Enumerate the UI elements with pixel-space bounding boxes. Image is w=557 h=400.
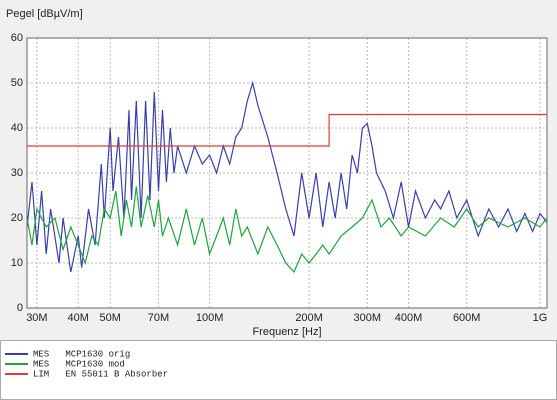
legend-label: LIM EN 55011 B Absorber: [33, 369, 168, 379]
y-tick-label: 20: [11, 212, 23, 224]
y-tick-label: 40: [11, 122, 23, 134]
legend-label: MES MCP1630 orig: [33, 349, 130, 359]
legend-box: [0, 340, 557, 400]
y-tick-label: 10: [11, 257, 23, 269]
series-line: [26, 80, 548, 273]
x-tick-label: 70M: [148, 312, 169, 324]
x-tick-label: 100M: [196, 312, 224, 324]
x-tick-label: 40M: [67, 312, 88, 324]
x-tick-label: 1G: [533, 312, 548, 324]
x-axis-label: Frequenz [Hz]: [252, 326, 321, 338]
x-tick-label: 400M: [395, 312, 423, 324]
series-line: [27, 113, 547, 147]
x-tick-label: 30M: [26, 312, 47, 324]
x-tick-label: 50M: [99, 312, 120, 324]
y-tick-label: 0: [17, 302, 23, 314]
legend-label: MES MCP1630 mod: [33, 359, 125, 369]
x-tick-label: 200M: [295, 312, 323, 324]
x-tick-label: 300M: [353, 312, 381, 324]
x-tick-label: 600M: [453, 312, 481, 324]
plot-frame: [26, 37, 548, 309]
y-tick-label: 50: [11, 77, 23, 89]
y-tick-label: 60: [11, 32, 23, 44]
y-tick-label: 30: [11, 167, 23, 179]
series-line: [26, 186, 548, 274]
y-axis-label: Pegel [dBµV/m]: [6, 8, 83, 20]
